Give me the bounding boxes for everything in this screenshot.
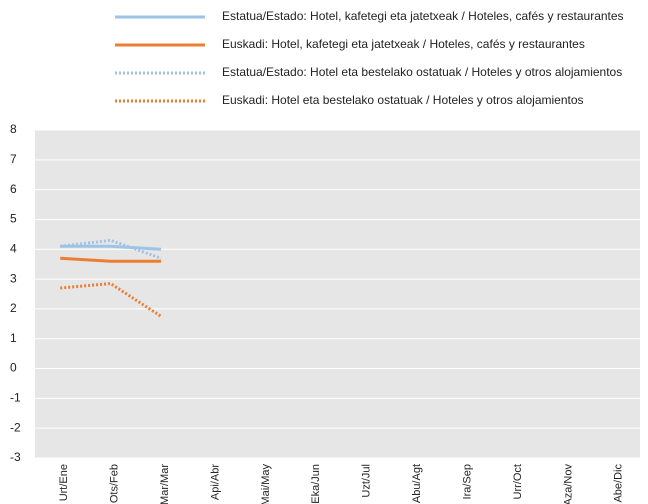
y-tick-label: 7 [10,152,17,166]
legend-label: Euskadi: Hotel eta bestelako ostatuak / … [222,93,584,107]
y-tick-label: 0 [10,361,17,375]
x-tick-label: Api/Abr [209,464,221,500]
x-tick-label: Urt/Ene [58,464,70,501]
y-tick-label: 1 [10,331,17,345]
y-tick-label: 3 [10,271,17,285]
y-tick-label: 8 [10,122,17,136]
legend-label: Euskadi: Hotel, kafetegi eta jatetxeak /… [222,37,585,51]
y-tick-label: 4 [10,241,17,255]
x-tick-label: Abe/Dic [613,464,625,503]
x-tick-label: Ots/Feb [109,464,121,503]
x-tick-label: Eka/Jun [310,464,322,504]
x-tick-label: Ira/Sep [461,464,473,499]
x-tick-label: Mar/Mar [159,464,171,504]
y-tick-label: -1 [10,391,21,405]
y-tick-label: -3 [10,450,21,464]
plot-area [35,130,640,458]
x-tick-label: Mai/May [260,464,272,504]
y-tick-label: 5 [10,212,17,226]
x-tick-label: Uzt/Jul [361,464,373,498]
y-tick-label: 6 [10,182,17,196]
series-line [60,238,162,260]
x-tick-label: Abu/Agt [411,464,423,503]
y-tick-label: 2 [10,301,17,315]
series-line [60,244,162,251]
y-tick-label: -2 [10,420,21,434]
x-tick-label: Urr/Oct [512,464,524,499]
series-line [60,256,162,263]
x-tick-label: Aza/Nov [562,464,574,504]
legend-label: Estatua/Estado: Hotel eta bestelako osta… [222,65,622,79]
legend-label: Estatua/Estado: Hotel, kafetegi eta jate… [222,9,624,23]
series-line [60,282,162,318]
